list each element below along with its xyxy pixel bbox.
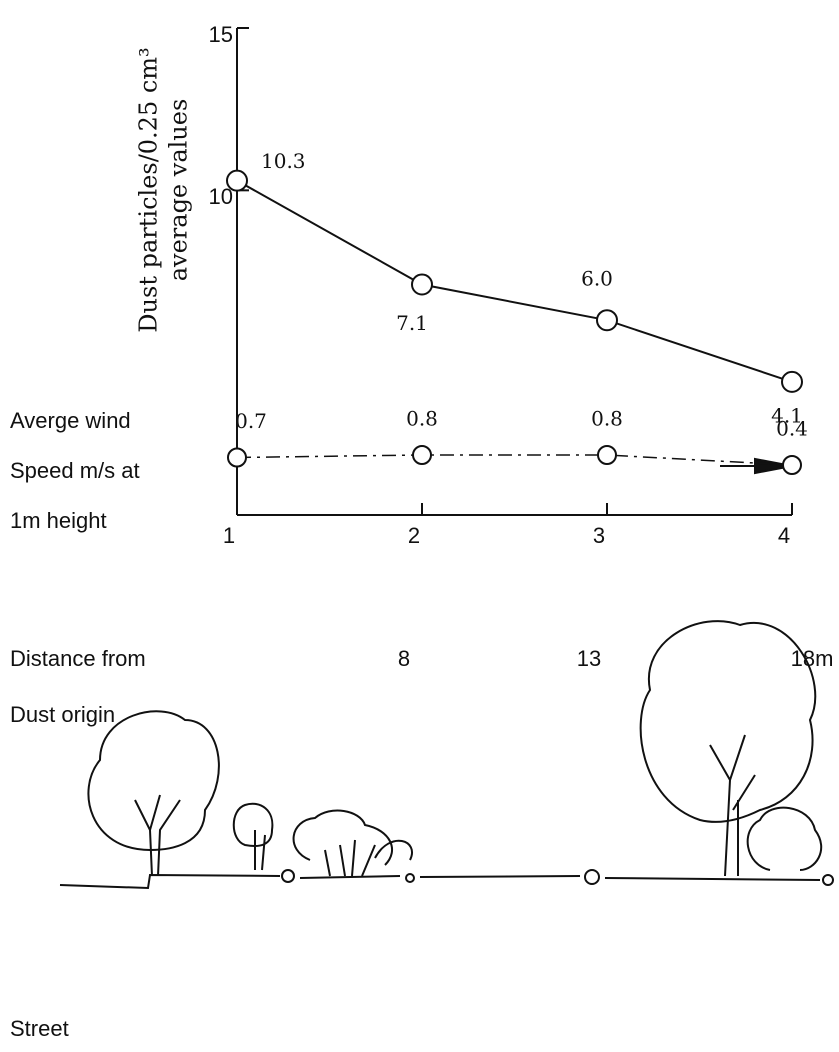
row-label: 1m height: [10, 508, 107, 533]
wind-point: [783, 456, 801, 474]
y-axis-label: Dust particles/0.25 cm³: [135, 47, 163, 332]
y-tick-label: 15: [209, 22, 233, 47]
x-tick-label: 4: [778, 523, 790, 548]
value-label: 10.3: [261, 149, 306, 173]
data-point: [227, 171, 247, 191]
data-point: [412, 274, 432, 294]
wind-line: [237, 455, 792, 465]
row-label: Distance from: [10, 646, 146, 671]
data-point: [782, 372, 802, 392]
wind-point: [228, 449, 246, 467]
wind-label: 0.4: [776, 417, 808, 441]
page: {"chart_data": { "type": "line", "y_labe…: [0, 0, 839, 1052]
x-tick-label: 2: [408, 523, 420, 548]
x-tick-label: 3: [593, 523, 605, 548]
row-label: Averge wind: [10, 408, 131, 433]
y-axis-label: average values: [165, 99, 193, 282]
wind-label: 0.8: [591, 407, 623, 431]
distance-label: 8: [398, 646, 410, 671]
landscape: [60, 621, 833, 888]
chart: Street 10151234Dust particles/0.25 cm³av…: [0, 0, 839, 1052]
row-label: Speed m/s at: [10, 458, 140, 483]
value-label: 6.0: [581, 267, 613, 291]
value-label: 7.1: [396, 311, 428, 335]
street-label: Street: [10, 1016, 69, 1041]
distance-label: 18m: [791, 646, 834, 671]
row-label: Dust origin: [10, 702, 115, 727]
wind-label: 0.8: [406, 407, 438, 431]
wind-label: 0.7: [235, 409, 267, 433]
data-point: [597, 310, 617, 330]
wind-point: [413, 446, 431, 464]
data-line: [237, 181, 792, 382]
wind-point: [598, 446, 616, 464]
distance-label: 13: [577, 646, 601, 671]
x-tick-label: 1: [223, 523, 235, 548]
